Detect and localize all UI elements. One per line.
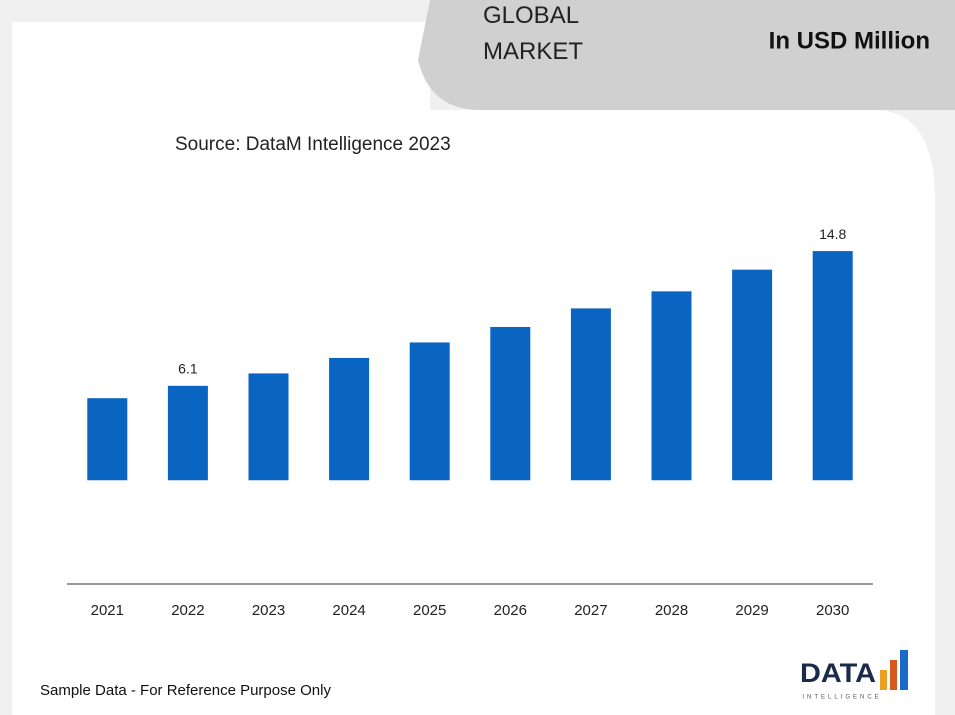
bar xyxy=(490,326,531,481)
header-unit: In USD Million xyxy=(769,27,930,54)
card xyxy=(12,22,935,715)
bar xyxy=(732,269,773,481)
bar xyxy=(167,385,208,481)
bar xyxy=(409,342,450,481)
x-tick-label: 2021 xyxy=(91,602,124,619)
chart-subtitle: Source: DataM Intelligence 2023 xyxy=(175,134,451,155)
logo-bar xyxy=(880,670,887,690)
footer-note: Sample Data - For Reference Purpose Only xyxy=(40,682,331,699)
logo-bar xyxy=(900,650,908,690)
x-tick-label: 2028 xyxy=(655,602,688,619)
x-tick-label: 2024 xyxy=(332,602,365,619)
value-label: 6.1 xyxy=(178,361,198,377)
bar xyxy=(570,308,611,481)
x-tick-label: 2029 xyxy=(735,602,768,619)
bar xyxy=(329,357,370,481)
x-tick-label: 2022 xyxy=(171,602,204,619)
x-tick-label: 2026 xyxy=(494,602,527,619)
x-tick-label: 2023 xyxy=(252,602,285,619)
header-tab xyxy=(418,0,955,110)
x-tick-label: 2027 xyxy=(574,602,607,619)
logo-text: DATA xyxy=(800,658,876,688)
x-tick-label: 2025 xyxy=(413,602,446,619)
bar xyxy=(87,398,128,481)
x-tick-label: 2030 xyxy=(816,602,849,619)
value-label: 14.8 xyxy=(819,226,846,242)
logo-bar xyxy=(890,660,897,690)
bar xyxy=(651,291,692,481)
bar xyxy=(248,373,289,481)
logo-sub: INTELLIGENCE xyxy=(802,695,881,701)
bar xyxy=(812,251,853,481)
